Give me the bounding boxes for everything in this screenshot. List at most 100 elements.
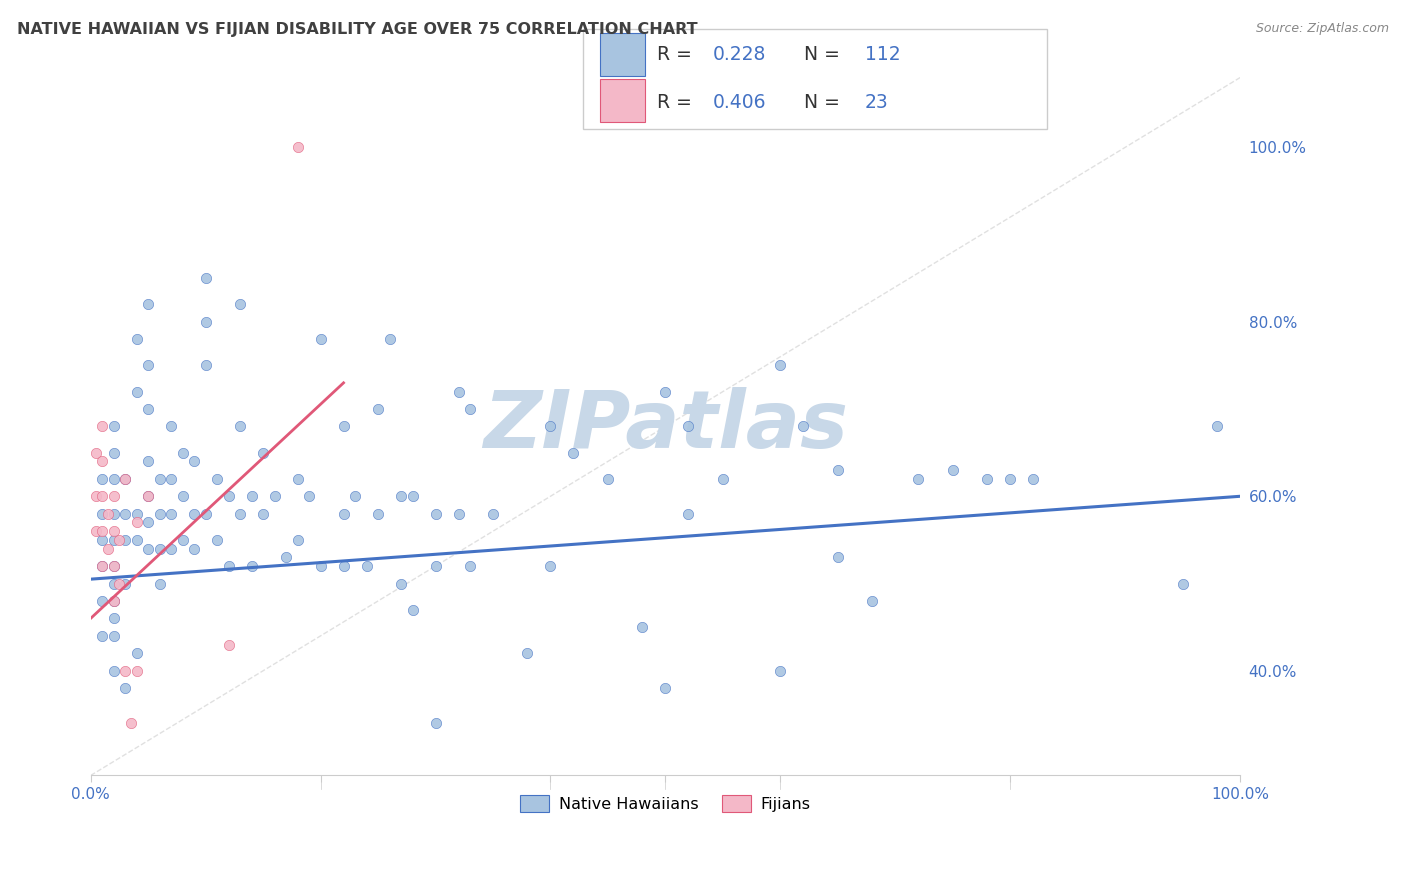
Point <box>827 550 849 565</box>
Point <box>125 646 148 660</box>
Point <box>540 419 562 434</box>
Point <box>252 445 274 459</box>
Point <box>596 472 619 486</box>
Point <box>516 646 538 660</box>
Point <box>218 559 240 574</box>
Point <box>91 594 114 608</box>
Text: R =: R = <box>657 93 697 112</box>
Point <box>1206 419 1229 434</box>
Text: 112: 112 <box>865 45 900 64</box>
Point <box>678 419 700 434</box>
Point <box>91 472 114 486</box>
Point <box>103 524 125 538</box>
Point <box>125 664 148 678</box>
Point <box>356 559 378 574</box>
Point <box>91 629 114 643</box>
Point <box>160 507 183 521</box>
Text: 0.228: 0.228 <box>713 45 766 64</box>
Point <box>458 402 481 417</box>
Point <box>149 576 172 591</box>
Point <box>309 559 332 574</box>
Point <box>125 516 148 530</box>
Point <box>827 463 849 477</box>
Point <box>103 664 125 678</box>
Point <box>389 489 412 503</box>
Point <box>103 576 125 591</box>
Point <box>183 454 205 468</box>
Point <box>172 445 194 459</box>
Point <box>108 576 131 591</box>
Point <box>389 576 412 591</box>
Point <box>287 472 309 486</box>
Point <box>769 664 792 678</box>
Point <box>401 603 423 617</box>
Bar <box>600 33 645 76</box>
Point <box>194 271 217 285</box>
Text: N =: N = <box>804 93 846 112</box>
Point <box>160 419 183 434</box>
Point <box>942 463 965 477</box>
Point <box>332 507 354 521</box>
Point <box>136 402 159 417</box>
Point <box>976 472 998 486</box>
Point <box>114 533 136 547</box>
Point <box>183 507 205 521</box>
Point <box>103 445 125 459</box>
Point <box>425 559 447 574</box>
Point <box>103 419 125 434</box>
Point <box>678 507 700 521</box>
Point <box>114 681 136 696</box>
Point <box>1022 472 1045 486</box>
Point <box>263 489 285 503</box>
Text: ZIPatlas: ZIPatlas <box>482 387 848 466</box>
Point <box>711 472 734 486</box>
Point <box>447 507 470 521</box>
Point <box>229 419 252 434</box>
Point <box>907 472 929 486</box>
Point <box>136 297 159 311</box>
Legend: Native Hawaiians, Fijians: Native Hawaiians, Fijians <box>512 788 818 820</box>
Point <box>86 524 108 538</box>
Text: R =: R = <box>657 45 697 64</box>
Point <box>654 384 676 399</box>
Point <box>194 359 217 373</box>
Point <box>91 559 114 574</box>
Text: 0.406: 0.406 <box>713 93 766 112</box>
Point <box>205 533 228 547</box>
Point <box>103 472 125 486</box>
Point <box>125 533 148 547</box>
Bar <box>600 79 645 122</box>
Point <box>136 516 159 530</box>
Bar <box>583 29 1047 129</box>
Point <box>205 472 228 486</box>
Point <box>482 507 505 521</box>
Point <box>91 507 114 521</box>
Point <box>218 489 240 503</box>
Point <box>125 507 148 521</box>
Point <box>103 594 125 608</box>
Point <box>1000 472 1022 486</box>
Point <box>97 507 120 521</box>
Point <box>108 533 131 547</box>
Point <box>332 419 354 434</box>
Point <box>631 620 654 634</box>
Point <box>114 664 136 678</box>
Point <box>103 629 125 643</box>
Point <box>367 507 389 521</box>
Point <box>367 402 389 417</box>
Point <box>425 716 447 731</box>
Point <box>378 332 401 346</box>
Point <box>287 140 309 154</box>
Point <box>654 681 676 696</box>
Point <box>447 384 470 399</box>
Point <box>86 445 108 459</box>
Point <box>136 541 159 556</box>
Point <box>86 489 108 503</box>
Point <box>91 419 114 434</box>
Point <box>183 541 205 556</box>
Point <box>103 489 125 503</box>
Point <box>298 489 321 503</box>
Point <box>160 541 183 556</box>
Point <box>114 472 136 486</box>
Point <box>103 533 125 547</box>
